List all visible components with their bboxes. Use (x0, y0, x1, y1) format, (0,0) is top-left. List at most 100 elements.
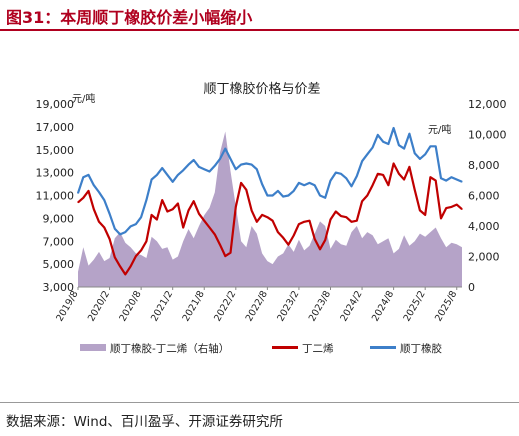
series-line-brubber (76, 126, 463, 236)
point-brubber (161, 167, 163, 169)
point-brubber (445, 180, 447, 182)
point-butadiene (151, 214, 153, 216)
point-butadiene (350, 221, 353, 223)
point-brubber (172, 181, 174, 183)
point-butadiene (224, 255, 226, 257)
point-butadiene (177, 202, 179, 205)
point-butadiene (335, 210, 337, 213)
point-butadiene (198, 213, 200, 215)
point-brubber (135, 223, 137, 225)
point-brubber (356, 175, 358, 177)
point-brubber (87, 174, 90, 176)
x-tick-label: 2023/8 (307, 289, 333, 323)
point-butadiene (109, 238, 111, 240)
point-brubber (203, 168, 205, 170)
point-brubber (345, 177, 347, 179)
point-butadiene (356, 220, 358, 222)
point-brubber (319, 194, 321, 197)
point-brubber (287, 194, 289, 197)
left-tick-label: 19,000 (36, 98, 75, 111)
point-butadiene (419, 209, 421, 211)
data-source: 数据来源：Wind、百川盈孚、开源证券研究所 (6, 414, 283, 430)
point-butadiene (261, 214, 263, 216)
point-brubber (245, 162, 247, 165)
point-brubber (251, 164, 253, 166)
point-brubber (329, 180, 332, 182)
x-tick-label: 2025/2 (402, 289, 428, 323)
point-butadiene (387, 184, 389, 186)
point-brubber (266, 194, 268, 197)
left-tick-label: 15,000 (36, 144, 75, 157)
point-brubber (303, 184, 305, 186)
point-brubber (403, 148, 405, 150)
point-brubber (93, 184, 95, 186)
point-butadiene (82, 197, 84, 199)
x-tick-label: 2022/2 (212, 289, 238, 323)
point-butadiene (114, 256, 116, 258)
point-brubber (187, 164, 190, 166)
point-butadiene (214, 233, 216, 235)
point-brubber (145, 199, 147, 201)
series-line-butadiene (77, 162, 463, 276)
point-butadiene (256, 221, 258, 223)
point-butadiene (172, 208, 174, 210)
point-brubber (361, 160, 363, 162)
figure-title: 图31：本周顺丁橡胶价差小幅缩小 (6, 8, 253, 27)
point-brubber (366, 153, 368, 155)
point-brubber (308, 182, 311, 184)
legend-spread-swatch (80, 344, 106, 351)
left-tick-label: 9,000 (43, 212, 75, 225)
point-brubber (424, 153, 426, 155)
chart-svg: 顺丁橡胶价格与价差 元/吨 元/吨 3,000 5,000 7,000 9,000 11… (36, 81, 507, 355)
point-brubber (398, 144, 400, 146)
point-butadiene (461, 208, 463, 210)
point-butadiene (345, 216, 347, 218)
x-tick-label: 2021/8 (181, 289, 207, 323)
point-butadiene (398, 173, 400, 175)
point-butadiene (303, 221, 305, 223)
point-brubber (224, 148, 226, 150)
point-butadiene (456, 204, 458, 206)
point-butadiene (140, 249, 142, 251)
point-brubber (372, 146, 374, 149)
point-brubber (456, 178, 458, 181)
title-rule (0, 29, 519, 31)
point-butadiene (424, 214, 426, 216)
point-butadiene (240, 182, 242, 184)
point-butadiene (366, 194, 368, 197)
point-brubber (350, 185, 353, 187)
left-tick-label: 5,000 (43, 258, 75, 271)
point-brubber (298, 182, 300, 184)
point-butadiene (156, 218, 158, 221)
point-butadiene (187, 209, 190, 211)
point-brubber (214, 165, 216, 167)
point-butadiene (266, 216, 268, 218)
point-brubber (229, 158, 232, 160)
point-brubber (98, 191, 100, 193)
point-brubber (156, 174, 158, 176)
right-tick-label: 8,000 (468, 159, 500, 172)
point-butadiene (103, 226, 105, 229)
point-butadiene (293, 234, 295, 237)
left-axis-unit: 元/吨 (72, 92, 95, 105)
right-tick-label: 4,000 (468, 220, 500, 233)
point-brubber (140, 216, 142, 218)
point-brubber (440, 177, 442, 179)
point-butadiene (119, 265, 121, 267)
point-butadiene (403, 178, 405, 181)
point-butadiene (324, 239, 326, 241)
point-butadiene (382, 174, 384, 176)
x-tick-label: 2025/8 (433, 289, 459, 323)
right-tick-label: 0 (468, 281, 475, 294)
point-butadiene (408, 166, 410, 168)
point-butadiene (329, 218, 332, 221)
point-brubber (114, 228, 116, 230)
point-butadiene (124, 273, 126, 275)
point-brubber (256, 168, 258, 170)
point-butadiene (208, 226, 211, 229)
point-brubber (109, 213, 111, 215)
point-brubber (130, 225, 132, 227)
point-butadiene (203, 220, 205, 222)
point-butadiene (429, 176, 431, 178)
point-butadiene (298, 223, 300, 225)
